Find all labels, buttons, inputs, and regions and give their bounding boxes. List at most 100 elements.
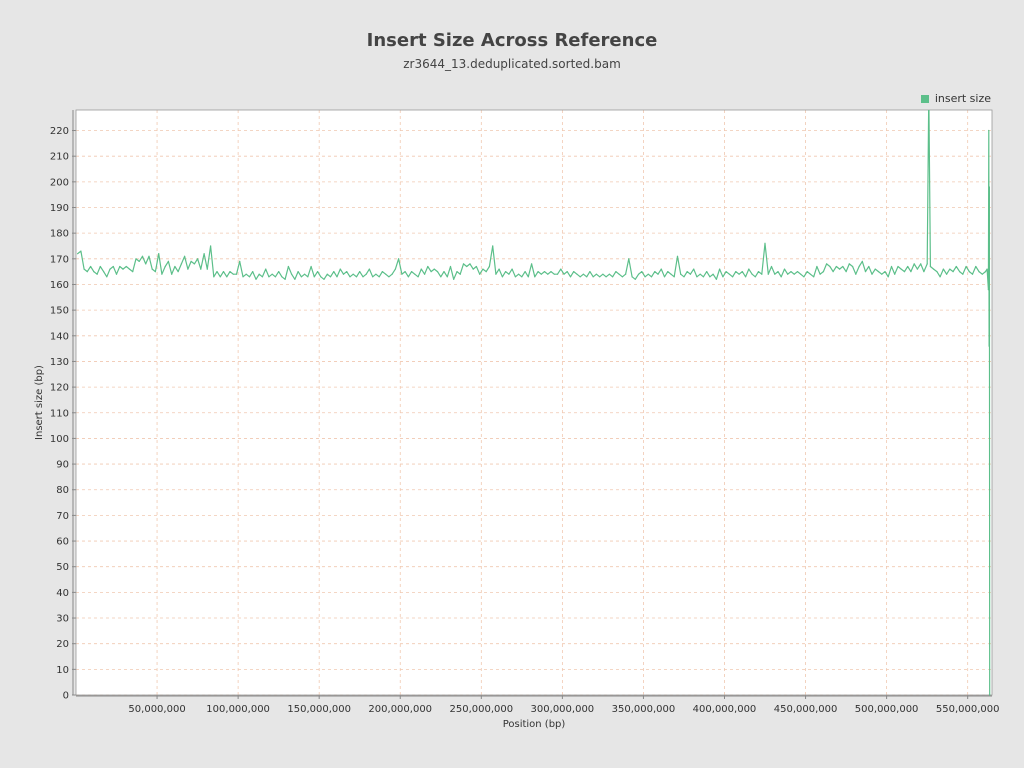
data-point <box>265 268 267 270</box>
data-point <box>689 273 692 275</box>
data-point <box>654 271 656 273</box>
data-point <box>511 268 513 270</box>
grid <box>76 110 992 696</box>
x-axis-label: Position (bp) <box>503 719 566 730</box>
y-tick-label: 30 <box>56 614 69 625</box>
data-point <box>177 271 179 273</box>
data-point <box>686 271 688 273</box>
data-point <box>566 271 568 273</box>
series-line-insert-size <box>77 110 991 696</box>
y-tick-label: 0 <box>63 691 69 702</box>
data-point <box>252 271 254 273</box>
data-point <box>112 265 114 268</box>
data-point <box>268 276 270 278</box>
y-axis-label: Insert size (bp) <box>34 365 45 440</box>
x-tick-label: 300,000,000 <box>531 704 595 715</box>
data-point <box>119 265 121 268</box>
data-point <box>715 278 718 280</box>
data-point <box>531 263 533 265</box>
data-point <box>449 265 452 268</box>
data-point <box>213 276 215 278</box>
data-point <box>777 271 779 273</box>
data-point <box>313 276 315 278</box>
data-point <box>987 289 990 291</box>
data-point <box>916 268 919 270</box>
data-point <box>735 271 737 273</box>
data-point <box>550 271 552 273</box>
y-tick-label: 200 <box>50 177 69 188</box>
data-point <box>200 268 202 270</box>
data-point <box>829 265 831 268</box>
data-point <box>842 265 844 268</box>
data-point <box>848 263 850 265</box>
data-point <box>796 271 799 273</box>
data-point <box>355 276 358 278</box>
y-tick-label: 110 <box>50 408 69 419</box>
data-point <box>826 263 828 265</box>
chart-title: Insert Size Across Reference <box>366 30 658 51</box>
plot-border <box>75 109 993 696</box>
legend-label: insert size <box>934 92 991 105</box>
y-tick-label: 140 <box>50 331 69 342</box>
y-tick-label: 160 <box>50 280 69 291</box>
data-point <box>482 268 484 270</box>
data-point <box>965 265 967 268</box>
data-point <box>890 265 893 268</box>
data-point <box>83 268 85 270</box>
data-point <box>757 271 760 273</box>
data-point <box>86 271 88 273</box>
x-tick-label: 450,000,000 <box>774 704 838 715</box>
data-point <box>375 273 377 275</box>
y-tick-label: 210 <box>50 152 69 163</box>
series-layer <box>77 110 991 696</box>
data-point <box>923 271 925 273</box>
data-point <box>349 276 351 278</box>
y-tick-label: 180 <box>50 229 69 240</box>
y-tick-label: 120 <box>50 383 69 394</box>
data-point <box>839 268 841 270</box>
data-point <box>158 253 160 255</box>
data-point <box>667 271 669 273</box>
data-point <box>959 271 961 273</box>
data-point <box>540 273 542 275</box>
data-point <box>93 271 95 273</box>
data-point <box>381 271 383 273</box>
data-point <box>359 271 361 273</box>
data-point <box>109 268 111 270</box>
data-point <box>745 276 747 278</box>
data-point <box>339 268 341 270</box>
data-point <box>216 271 218 273</box>
data-point <box>683 276 685 278</box>
data-point <box>767 273 769 275</box>
data-point <box>971 273 974 275</box>
data-point <box>618 273 620 275</box>
data-point <box>602 273 604 275</box>
x-tick-label: 150,000,000 <box>287 704 351 715</box>
data-point <box>501 276 503 278</box>
data-point <box>874 268 876 270</box>
data-point <box>459 273 461 275</box>
data-point <box>680 273 682 275</box>
chart-subtitle: zr3644_13.deduplicated.sorted.bam <box>403 57 621 71</box>
data-point <box>472 268 474 270</box>
data-point <box>628 258 630 260</box>
data-point <box>248 276 251 278</box>
data-point <box>284 278 286 280</box>
y-tick-label: 50 <box>56 562 69 573</box>
data-point <box>436 271 439 273</box>
data-point <box>151 268 153 270</box>
data-point <box>894 273 896 275</box>
data-point <box>989 694 991 696</box>
data-point <box>346 271 348 273</box>
data-point <box>417 276 419 278</box>
data-point <box>586 276 588 278</box>
data-point <box>456 271 458 273</box>
data-point <box>693 268 695 270</box>
data-point <box>543 271 546 273</box>
data-point <box>783 268 786 270</box>
data-point <box>929 265 932 268</box>
data-point <box>576 273 578 275</box>
data-point <box>754 276 756 278</box>
data-point <box>304 273 306 275</box>
data-point <box>803 276 805 278</box>
